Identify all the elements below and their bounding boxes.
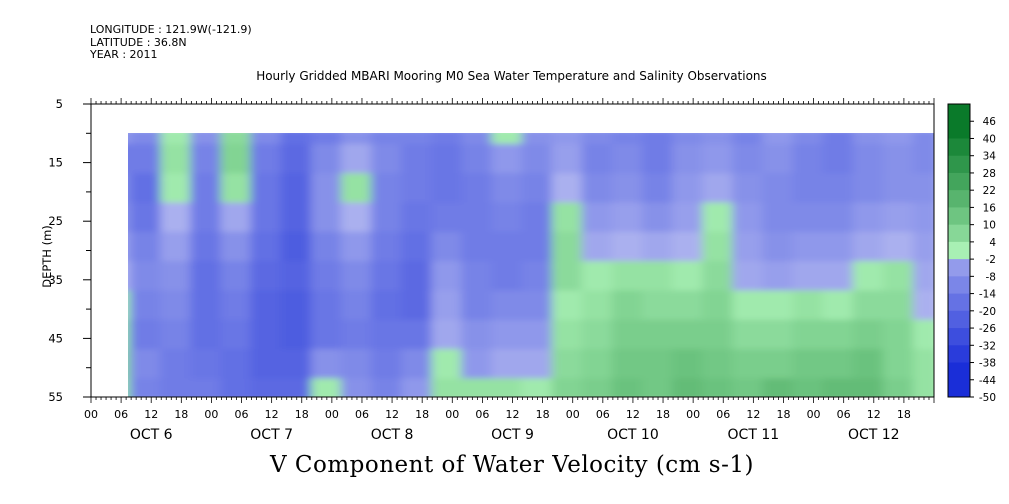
station-metadata: LONGITUDE : 121.9W(-121.9) LATITUDE : 36… xyxy=(90,23,252,62)
x-hour-tick-label: 06 xyxy=(716,408,730,421)
colorbar-segment xyxy=(948,138,970,157)
heatmap-cells xyxy=(128,133,934,397)
x-hour-tick-label: 00 xyxy=(445,408,459,421)
heatmap-cell xyxy=(912,202,934,240)
heatmap-cell xyxy=(912,143,934,182)
colorbar-segment xyxy=(948,293,970,312)
colorbar: 46 40 34 28 22 16 10 4 -2 -8 -14 -20 -26 -32 -38 -44 -50 xyxy=(947,103,997,404)
x-hour-tick-label: 12 xyxy=(385,408,399,421)
x-hour-tick-label: 18 xyxy=(776,408,790,421)
colorbar-segment xyxy=(948,276,970,295)
colorbar-tick-label: -8 xyxy=(986,271,996,283)
colorbar-variable-label: V Component of Water Velocity (cm s-1) xyxy=(270,452,754,478)
x-hour-tick-label: 12 xyxy=(746,408,760,421)
colorbar-segment xyxy=(948,362,970,381)
x-hour-tick-label: 12 xyxy=(265,408,279,421)
colorbar-segment xyxy=(948,121,970,139)
colorbar-tick-label: -20 xyxy=(979,306,996,318)
colorbar-tick-label: 40 xyxy=(983,133,996,145)
x-hour-tick-label: 00 xyxy=(204,408,218,421)
colorbar-tick-label: 46 xyxy=(983,116,997,128)
heatmap-cell xyxy=(912,173,934,211)
colorbar-segment xyxy=(948,190,970,208)
x-hour-tick-label: 00 xyxy=(325,408,339,421)
x-hour-tick-label: 18 xyxy=(656,408,670,421)
x-hour-tick-label: 06 xyxy=(475,408,489,421)
colorbar-segment xyxy=(948,259,970,277)
x-hour-tick-label: 06 xyxy=(596,408,610,421)
colorbar-segment xyxy=(948,379,970,398)
longitude-label: LONGITUDE : 121.9W(-121.9) xyxy=(90,23,252,36)
colorbar-segment xyxy=(948,224,970,243)
colorbar-segment xyxy=(948,345,970,364)
colorbar-tick-label: 22 xyxy=(983,185,996,197)
colorbar-segment xyxy=(948,104,970,122)
colorbar-tick-label: -50 xyxy=(979,392,996,404)
colorbar-tick-label: -2 xyxy=(986,254,996,266)
x-hour-tick-label: 00 xyxy=(84,408,98,421)
y-tick-label: 35 xyxy=(48,273,63,287)
x-hour-tick-label: 06 xyxy=(837,408,851,421)
heatmap-cell xyxy=(912,378,934,397)
x-hour-tick-label: 18 xyxy=(295,408,309,421)
x-hour-tick-label: 12 xyxy=(144,408,158,421)
colorbar-tick-label: 10 xyxy=(983,220,996,232)
colorbar-tick-label: 34 xyxy=(983,151,997,163)
colorbar-segment xyxy=(948,207,970,226)
x-day-label: OCT 7 xyxy=(250,427,293,443)
y-tick-label: 25 xyxy=(48,214,63,228)
y-tick-label: 55 xyxy=(48,390,63,404)
x-hour-tick-label: 18 xyxy=(536,408,550,421)
colorbar-segment xyxy=(948,172,970,191)
heatmap-cell xyxy=(912,290,934,328)
colorbar-segment xyxy=(948,241,970,260)
x-hour-tick-label: 06 xyxy=(355,408,369,421)
x-hour-tick-label: 18 xyxy=(415,408,429,421)
colorbar-segment xyxy=(948,328,970,346)
x-day-label: OCT 9 xyxy=(491,427,534,443)
x-hour-tick-label: 06 xyxy=(235,408,249,421)
colorbar-tick-label: 16 xyxy=(983,202,997,214)
colorbar-frame xyxy=(947,103,971,398)
colorbar-tick-label: -32 xyxy=(979,340,996,352)
heatmap-cell-layer xyxy=(128,133,934,397)
x-day-label: OCT 6 xyxy=(130,427,173,443)
heatmap-cell xyxy=(912,231,934,270)
colorbar-tick-label: -14 xyxy=(979,289,996,301)
colorbar-tick-label: 4 xyxy=(989,237,996,249)
x-day-label: OCT 10 xyxy=(607,427,659,443)
chart-title: Hourly Gridded MBARI Mooring M0 Sea Wate… xyxy=(0,69,1009,83)
x-day-label: OCT 8 xyxy=(371,427,414,443)
colorbar-segment xyxy=(948,155,970,174)
x-hour-tick-label: 12 xyxy=(506,408,520,421)
axes: 5 15 25 35 45 55 DEPTH (m) 00 06 12 18 00 06 12 18 00 06… xyxy=(40,97,935,443)
x-hour-tick-label: 18 xyxy=(174,408,188,421)
heatmap-cell xyxy=(912,319,934,358)
colorbar-tick-label: -44 xyxy=(979,375,996,387)
x-hour-tick-label: 00 xyxy=(686,408,700,421)
chart-title-text: Hourly Gridded MBARI Mooring M0 Sea Wate… xyxy=(256,69,767,83)
x-hour-tick-label: 00 xyxy=(566,408,580,421)
colorbar-segment xyxy=(948,310,970,329)
latitude-label: LATITUDE : 36.8N xyxy=(90,35,187,49)
x-hour-tick-label: 18 xyxy=(897,408,911,421)
colorbar-tick-label: -26 xyxy=(979,323,996,335)
y-tick-label: 45 xyxy=(48,331,63,345)
x-hour-tick-label: 12 xyxy=(626,408,640,421)
colorbar-tick-label: -38 xyxy=(979,358,996,370)
x-hour-tick-label: 12 xyxy=(867,408,881,421)
heatmap-cell xyxy=(912,349,934,387)
x-hour-tick-label: 06 xyxy=(114,408,128,421)
colorbar-tick-label: 28 xyxy=(983,168,996,180)
y-tick-label: 15 xyxy=(48,156,63,170)
x-day-label: OCT 11 xyxy=(728,427,780,443)
year-label: YEAR : 2011 xyxy=(90,48,158,61)
y-tick-label: 5 xyxy=(56,97,63,111)
heatmap-cell xyxy=(912,261,934,299)
x-day-label: OCT 12 xyxy=(848,427,900,443)
y-axis-label: DEPTH (m) xyxy=(40,225,54,288)
x-hour-tick-label: 00 xyxy=(807,408,821,421)
